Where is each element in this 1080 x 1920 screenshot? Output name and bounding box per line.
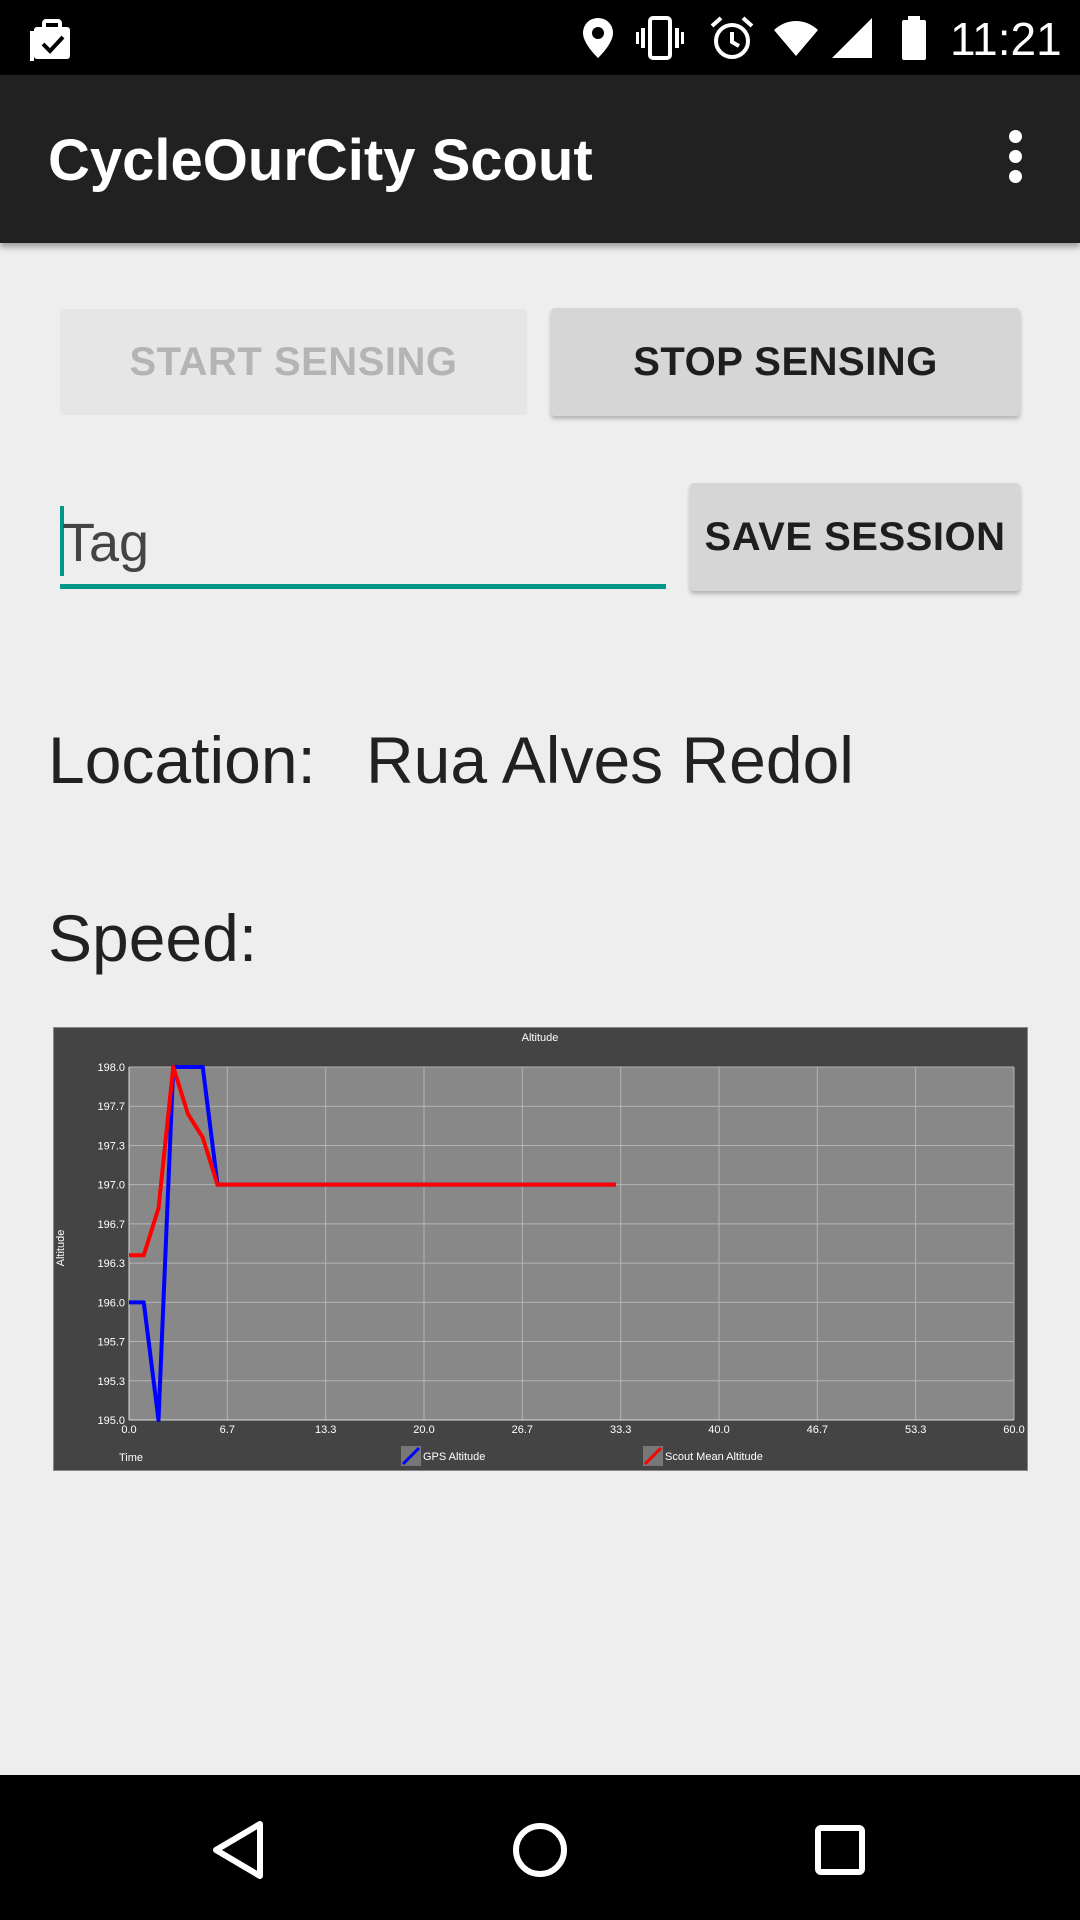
battery-icon [902, 16, 926, 60]
y-tick-label: 198.0 [97, 1062, 125, 1074]
checkbox-clipboard-icon [30, 19, 70, 61]
location-value: Rua Alves Redol [366, 723, 854, 797]
x-tick-label: 33.3 [610, 1424, 631, 1436]
recents-icon[interactable] [800, 1810, 880, 1890]
x-tick-label: 53.3 [905, 1424, 926, 1436]
x-tick-label: 40.0 [708, 1424, 729, 1436]
altitude-chart-svg: 0.0 6.7 13.3 20.0 26.7 33.3 40.0 46.7 53.3 60.0 19… [55, 1032, 1025, 1466]
app-title: CycleOurCity Scout [48, 128, 593, 193]
x-tick-label: 20.0 [413, 1424, 434, 1436]
y-axis-label: Altitude [55, 1230, 67, 1267]
wifi-icon [774, 21, 818, 56]
status-bar: 11:21 [0, 0, 1080, 75]
tag-placeholder: Tag [62, 513, 150, 573]
y-tick-label: 196.7 [97, 1219, 125, 1231]
x-tick-label: 46.7 [807, 1424, 828, 1436]
app-bar: CycleOurCity Scout [0, 75, 1080, 243]
series-line-gps-altitude [129, 1065, 616, 1422]
y-tick-label: 197.7 [97, 1101, 125, 1113]
y-tick-label: 196.3 [97, 1258, 125, 1270]
x-tick-label: 60.0 [1003, 1424, 1024, 1436]
start-sensing-button[interactable]: START SENSING [60, 309, 527, 415]
location-label: Location: [48, 723, 316, 797]
vibrate-icon [636, 16, 684, 60]
signal-icon [832, 18, 872, 58]
y-tick-label: 197.0 [97, 1180, 125, 1192]
altitude-chart: 0.0 6.7 13.3 20.0 26.7 33.3 40.0 46.7 53.3 60.0 19… [53, 1027, 1028, 1471]
series-line-scout-mean-altitude [129, 1065, 616, 1258]
status-time: 11:21 [950, 13, 1062, 65]
home-icon[interactable] [500, 1810, 580, 1890]
location-pin-icon [583, 18, 613, 58]
text-cursor [60, 506, 64, 576]
x-axis-label: Time [119, 1452, 143, 1464]
legend-line-icon [643, 1446, 663, 1466]
y-tick-label: 195.7 [97, 1337, 125, 1349]
y-tick-label: 195.3 [97, 1376, 125, 1388]
speed-label: Speed: [48, 901, 258, 975]
chart-title: Altitude [522, 1032, 559, 1044]
back-icon[interactable] [200, 1810, 280, 1890]
plot-area [129, 1067, 1014, 1420]
y-tick-label: 195.0 [97, 1415, 125, 1427]
x-tick-label: 6.7 [220, 1424, 235, 1436]
alarm-icon [710, 16, 754, 59]
x-tick-label: 0.0 [121, 1424, 136, 1436]
legend-label: Scout Mean Altitude [665, 1451, 763, 1463]
y-tick-label: 196.0 [97, 1297, 125, 1309]
x-tick-label: 26.7 [512, 1424, 533, 1436]
tag-input[interactable]: Tag [60, 500, 666, 589]
save-session-button[interactable]: SAVE SESSION [690, 483, 1020, 591]
legend-line-icon [401, 1446, 421, 1466]
navigation-bar [0, 1775, 1080, 1920]
y-tick-label: 197.3 [97, 1140, 125, 1152]
more-vert-icon[interactable] [990, 130, 1040, 190]
stop-sensing-button[interactable]: STOP SENSING [551, 308, 1020, 416]
legend-label: GPS Altitude [423, 1451, 485, 1463]
x-tick-label: 13.3 [315, 1424, 336, 1436]
